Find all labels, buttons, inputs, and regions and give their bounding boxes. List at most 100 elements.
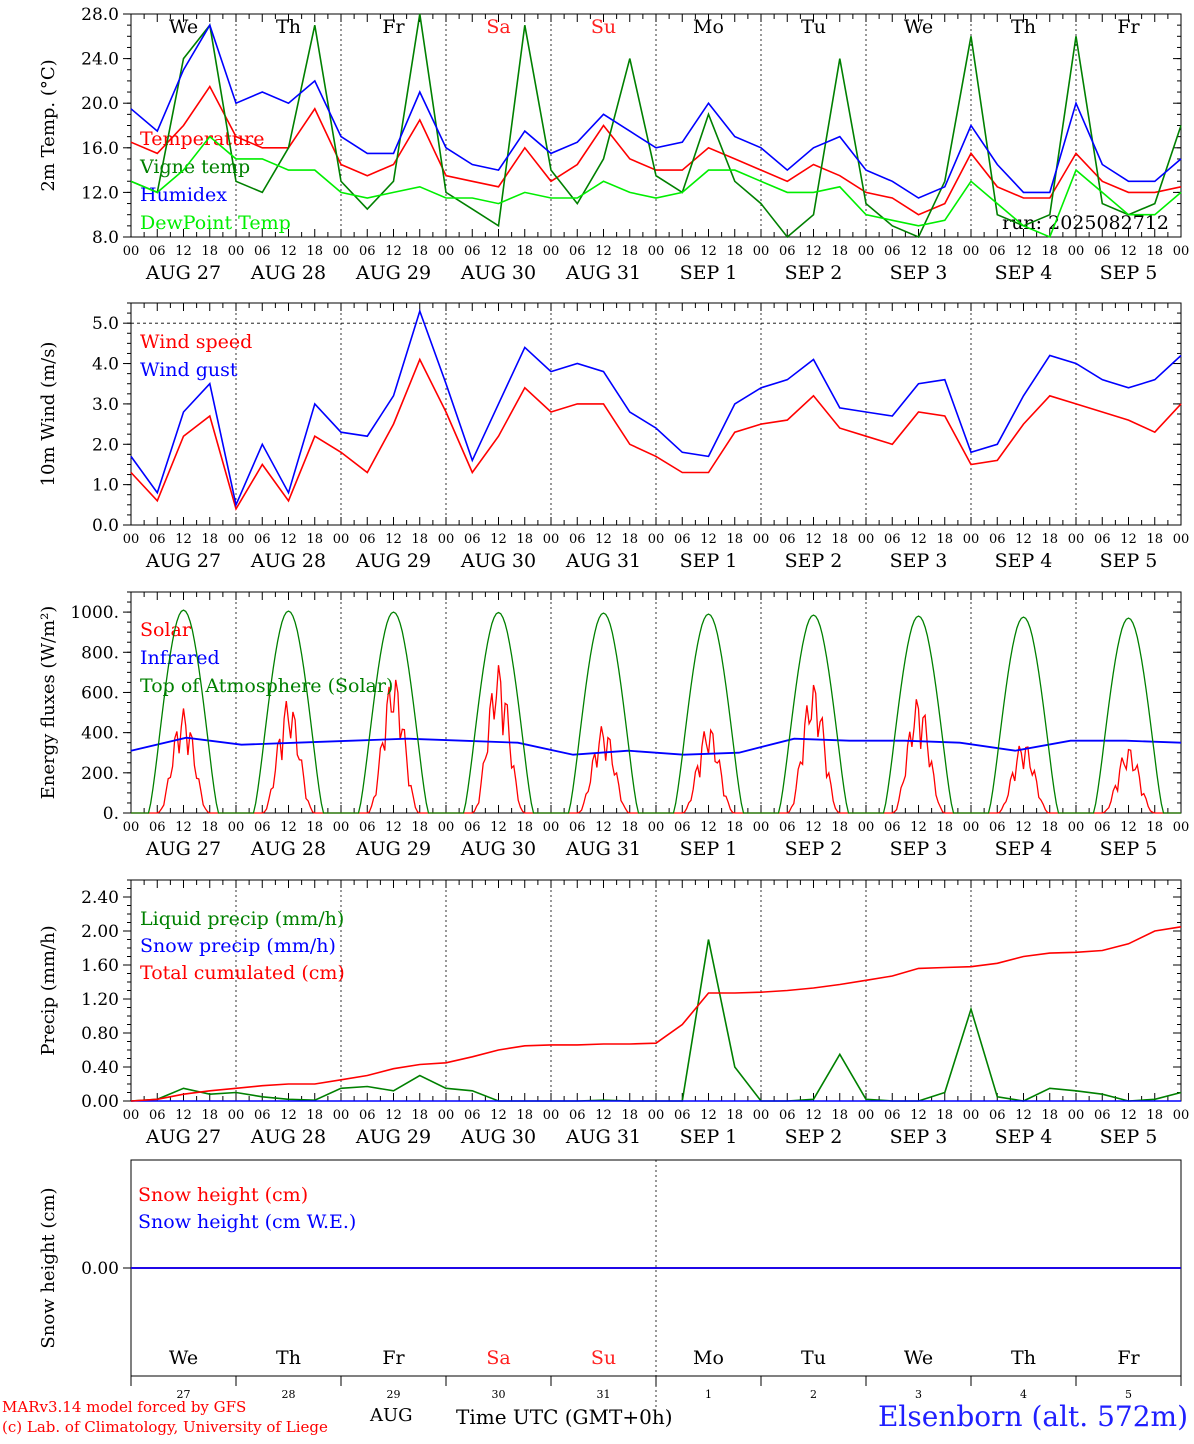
hour-tick-label: 06 xyxy=(254,820,271,835)
series-humidex xyxy=(130,23,1182,199)
hour-tick-label: 12 xyxy=(175,1108,192,1123)
y-tick-label: 200. xyxy=(81,764,119,784)
date-label: SEP 4 xyxy=(995,838,1053,860)
weekday-label: Th xyxy=(1011,1347,1036,1369)
hour-tick-label: 12 xyxy=(805,532,822,547)
legend-series-wind-speed: Wind speed xyxy=(140,331,252,353)
hour-tick-label: 00 xyxy=(648,1108,665,1123)
legend-series-humidex: Humidex xyxy=(140,184,227,206)
hour-tick-label: 18 xyxy=(936,244,953,259)
hour-tick-label: 12 xyxy=(1120,532,1137,547)
hour-tick-label: 06 xyxy=(464,1108,481,1123)
date-label: SEP 3 xyxy=(890,262,948,284)
weekday-label: We xyxy=(904,16,933,38)
hour-tick-label: 12 xyxy=(700,1108,717,1123)
day-number-label: 30 xyxy=(492,1388,506,1401)
date-label: SEP 2 xyxy=(785,550,843,572)
series-wind-speed xyxy=(130,357,1182,511)
day-number-label: 28 xyxy=(282,1388,296,1401)
panel-1: 00 06 12 18 00 06 12 18 00 06 12 18 00 06 12 18 00 06 12 18… xyxy=(38,5,1189,284)
date-label: SEP 2 xyxy=(785,838,843,860)
x-axis-title: Time UTC (GMT+0h) xyxy=(456,1405,673,1429)
date-label: SEP 3 xyxy=(890,550,948,572)
hour-tick-label: 18 xyxy=(936,820,953,835)
hour-tick-label: 06 xyxy=(149,532,166,547)
series-top-of-atmosphere-solar xyxy=(131,609,1181,814)
hour-tick-label: 00 xyxy=(543,244,560,259)
hour-tick-label: 12 xyxy=(490,532,507,547)
hour-tick-label: 06 xyxy=(569,1108,586,1123)
hour-tick-label: 18 xyxy=(1041,532,1058,547)
hour-tick-label: 18 xyxy=(1146,820,1163,835)
hour-tick-label: 18 xyxy=(621,532,638,547)
hour-tick-label: 12 xyxy=(490,820,507,835)
y-tick-label: 3.0 xyxy=(92,395,119,415)
series-dewpoint-temp xyxy=(130,135,1182,239)
hour-tick-label: 00 xyxy=(1068,244,1085,259)
hour-tick-label: 18 xyxy=(516,244,533,259)
hour-tick-label: 18 xyxy=(621,820,638,835)
y-tick-label: 24.0 xyxy=(81,50,119,70)
hour-tick-label: 18 xyxy=(201,244,218,259)
series-infrared xyxy=(130,736,1182,756)
hour-tick-label: 00 xyxy=(333,1108,350,1123)
hour-tick-label: 00 xyxy=(963,244,980,259)
hour-tick-label: 06 xyxy=(884,244,901,259)
y-tick-label: 5.0 xyxy=(92,314,119,334)
hour-tick-label: 12 xyxy=(595,820,612,835)
hour-tick-label: 00 xyxy=(543,532,560,547)
weekday-label: Sa xyxy=(486,16,510,38)
y-tick-label: 2.00 xyxy=(81,922,119,942)
y-tick-label: 0. xyxy=(103,804,119,824)
date-label: SEP 1 xyxy=(680,1126,738,1148)
hour-tick-label: 12 xyxy=(385,532,402,547)
date-label: SEP 2 xyxy=(785,262,843,284)
weekday-label: Su xyxy=(591,16,616,38)
day-number-label: 31 xyxy=(597,1388,611,1401)
hour-tick-label: 00 xyxy=(228,532,245,547)
hour-tick-label: 12 xyxy=(1015,532,1032,547)
hour-tick-label: 00 xyxy=(858,1108,875,1123)
date-label: AUG 30 xyxy=(460,262,536,284)
hour-tick-label: 18 xyxy=(831,1108,848,1123)
hour-tick-label: 06 xyxy=(569,532,586,547)
hour-tick-label: 18 xyxy=(726,244,743,259)
y-tick-label: 2.0 xyxy=(92,435,119,455)
hour-tick-label: 18 xyxy=(1146,244,1163,259)
hour-tick-label: 00 xyxy=(963,532,980,547)
weekday-label: Th xyxy=(1011,16,1036,38)
date-label: AUG 28 xyxy=(250,1126,326,1148)
day-number-label: 5 xyxy=(1125,1388,1132,1401)
hour-tick-label: 06 xyxy=(569,244,586,259)
hour-tick-label: 18 xyxy=(411,244,428,259)
date-label: SEP 3 xyxy=(890,1126,948,1148)
hour-tick-label: 18 xyxy=(831,532,848,547)
series-vigne-temp xyxy=(130,13,1182,239)
date-label: AUG 28 xyxy=(250,262,326,284)
hour-tick-label: 18 xyxy=(1041,244,1058,259)
hour-tick-label: 06 xyxy=(884,820,901,835)
hour-tick-label: 06 xyxy=(989,820,1006,835)
day-number-label: 4 xyxy=(1020,1388,1027,1401)
hour-tick-label: 18 xyxy=(516,820,533,835)
hour-tick-label: 00 xyxy=(228,820,245,835)
hour-tick-label: 00 xyxy=(438,1108,455,1123)
y-tick-label: 0.40 xyxy=(81,1058,119,1078)
y-tick-label: 1.0 xyxy=(92,476,119,496)
hour-tick-label: 00 xyxy=(123,532,140,547)
hour-tick-label: 18 xyxy=(1146,532,1163,547)
hour-tick-label: 00 xyxy=(1173,1108,1190,1123)
y-tick-label: 0.0 xyxy=(92,516,119,536)
hour-tick-label: 06 xyxy=(884,532,901,547)
day-number-label: 2 xyxy=(810,1388,817,1401)
date-label: SEP 4 xyxy=(995,262,1053,284)
date-label: SEP 2 xyxy=(785,1126,843,1148)
hour-tick-label: 00 xyxy=(438,820,455,835)
date-label: AUG 31 xyxy=(565,1126,641,1148)
hour-tick-label: 00 xyxy=(1068,532,1085,547)
weekday-label: Tu xyxy=(801,16,826,38)
hour-tick-label: 06 xyxy=(1094,1108,1111,1123)
y-tick-label: 4.0 xyxy=(92,355,119,375)
hour-tick-label: 12 xyxy=(805,244,822,259)
hour-tick-label: 06 xyxy=(359,532,376,547)
